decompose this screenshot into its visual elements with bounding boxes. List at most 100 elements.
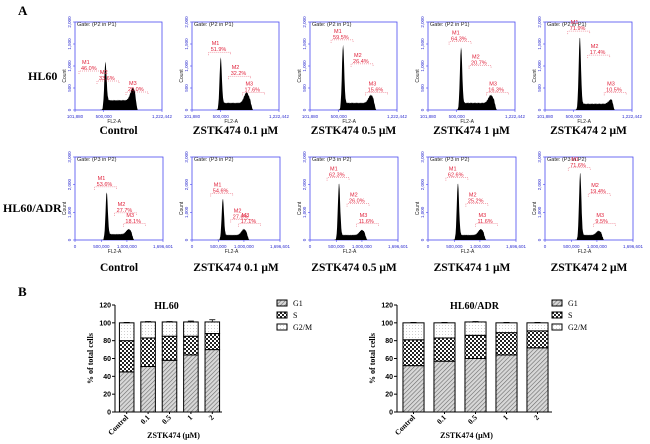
- bar-segment-s: [161, 335, 178, 361]
- marker-name: M1: [571, 20, 579, 26]
- y-tick-label: 1,500: [420, 38, 425, 50]
- marker-name: M1: [452, 31, 460, 37]
- plot-caption: ZSTK474 0.5 μM: [311, 262, 397, 274]
- y-tick-label: 3,000: [420, 151, 425, 163]
- x-axis-label: FL2-A: [460, 119, 474, 125]
- y-tick-label: 40: [385, 374, 393, 381]
- y-tick-label: 40: [103, 374, 111, 381]
- x-tick-label: 1,696,601: [153, 244, 174, 249]
- marker-percent: 26.0%: [349, 199, 365, 205]
- x-tick-label: 1,222,442: [269, 114, 290, 119]
- x-axis-label: FL2-A: [224, 119, 238, 125]
- x-tick-label: 0: [74, 244, 77, 249]
- marker-percent: 32.2%: [231, 71, 247, 77]
- legend-swatch: [276, 323, 288, 331]
- y-tick-label: 0: [389, 410, 393, 417]
- y-axis-label: Count: [62, 69, 68, 83]
- marker-name: M1: [214, 183, 222, 189]
- bar-segment-g2m: [204, 321, 221, 335]
- x-tick-label: 1,222,442: [152, 114, 173, 119]
- y-tick-label: 100: [99, 320, 111, 327]
- bar-segment-g2m: [464, 321, 487, 336]
- x-tick-label: 500,000: [93, 244, 110, 249]
- marker-bracket: [603, 92, 627, 96]
- gate-label: Gate: (P2 in P1): [77, 22, 117, 28]
- x-tick-label: 1,696,601: [388, 244, 409, 249]
- histogram-plot: Gate: (P3 in P2) 0 1,000 2,000 3,000 Count 0 50…: [179, 151, 291, 274]
- y-tick-label: 0: [537, 238, 542, 241]
- gate-label: Gate: (P3 in P2): [430, 157, 470, 163]
- y-tick-label: 1,000: [67, 206, 72, 218]
- x-tick-label: 1,696,601: [506, 244, 527, 249]
- y-tick-label: 1,500: [184, 38, 189, 50]
- marker-percent: 18.1%: [125, 219, 141, 225]
- histogram-area: [455, 47, 497, 110]
- marker-percent: 10.5%: [606, 87, 622, 93]
- bar-segment-s: [495, 332, 518, 356]
- legend-label: S: [568, 311, 572, 320]
- y-tick-label: 120: [99, 303, 111, 310]
- marker-bracket: [230, 219, 253, 223]
- bar-segment-g2m: [495, 322, 518, 334]
- y-tick-label: 2,000: [302, 16, 307, 28]
- marker-bracket: [448, 41, 472, 45]
- y-axis-label: Count: [179, 69, 185, 83]
- legend-item: G1: [551, 299, 578, 308]
- histogram-plot: Gate: (P3 in P2) 0 1,000 2,000 3,000 Count 0 50…: [62, 151, 174, 274]
- y-axis-label: Count: [415, 201, 421, 215]
- marker-bracket: [567, 30, 590, 35]
- y-tick-label: 120: [381, 303, 393, 310]
- marker-percent: 11.6%: [478, 219, 493, 225]
- y-tick-label: 0: [107, 410, 111, 417]
- plot-caption: Control: [99, 125, 137, 137]
- y-tick-label: 2,000: [537, 16, 542, 28]
- x-tick-label: 1,000,000: [117, 244, 138, 249]
- y-tick-label: 0: [420, 108, 425, 111]
- legend-swatch: [551, 311, 563, 319]
- x-tick-label: 0.1: [435, 413, 448, 426]
- histogram-area: [333, 183, 368, 240]
- marker-bracket: [228, 76, 251, 80]
- x-tick-label: 500,000: [210, 244, 227, 249]
- bar-segment-s: [464, 334, 487, 360]
- marker-percent: 46.0%: [81, 66, 97, 72]
- y-tick-label: 0: [67, 238, 72, 241]
- flow-cytometry-histograms: Gate: (P2 in P1) 0 500 1,000 1,500 2,000 Count…: [62, 16, 644, 274]
- row-label-hl60-adr: HL60/ADR: [3, 201, 62, 215]
- panel-label-b: B: [18, 284, 27, 299]
- y-tick-label: 3,000: [302, 151, 307, 163]
- bar-segment-g1: [118, 371, 135, 413]
- plot-frame: [544, 21, 633, 111]
- marker-percent: 16.3%: [488, 87, 504, 93]
- x-tick-label: 1,222,442: [505, 114, 526, 119]
- x-axis-label: FL2-A: [343, 249, 357, 255]
- bar-segment-s: [118, 340, 135, 373]
- gate-label: Gate: (P2 in P1): [194, 22, 234, 28]
- y-tick-label: 0: [420, 238, 425, 241]
- y-tick-label: 2,000: [420, 179, 425, 191]
- marker-name: M1: [334, 29, 342, 35]
- marker-name: M3: [129, 81, 137, 87]
- marker-name: M3: [369, 81, 377, 87]
- legend-label: G2/M: [568, 323, 587, 332]
- bar-segment-g2m: [402, 322, 425, 341]
- marker-percent: 11.6%: [359, 219, 374, 225]
- bar-segment-g2m: [433, 322, 456, 339]
- y-axis-label: Count: [415, 69, 421, 83]
- marker-percent: 64.3%: [451, 37, 467, 43]
- legend-swatch: [276, 299, 288, 307]
- marker-bracket: [242, 92, 265, 96]
- plot-caption: ZSTK474 1 μM: [434, 262, 511, 274]
- x-tick-label: 500,000: [331, 114, 348, 119]
- bar-segment-s: [183, 335, 199, 356]
- plot-frame: [74, 156, 164, 241]
- y-axis-label: Count: [532, 201, 538, 215]
